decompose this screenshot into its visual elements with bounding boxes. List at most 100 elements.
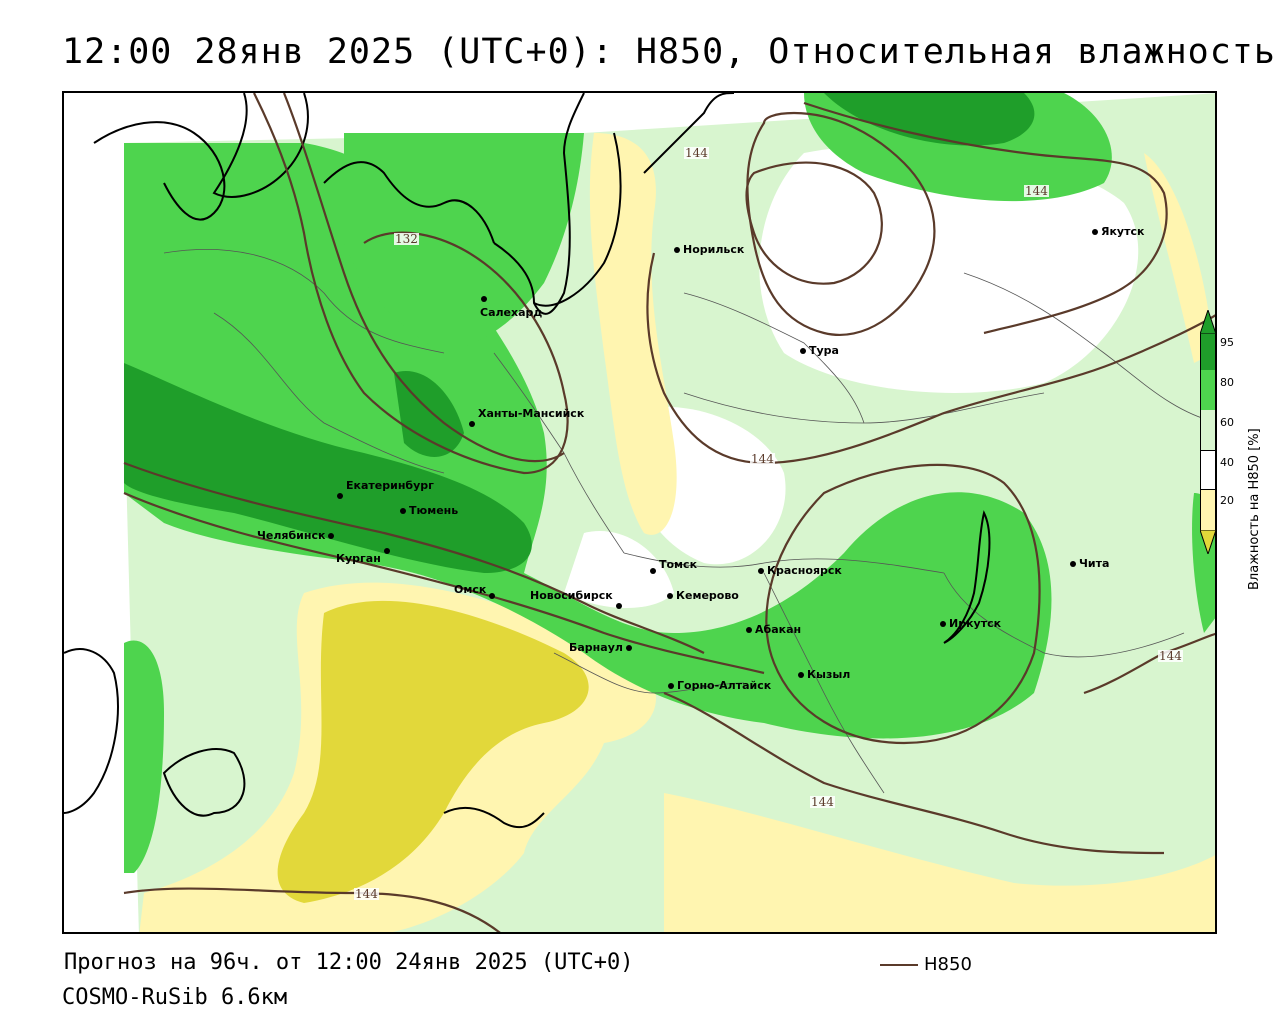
humidity-legend: 95 80 60 40 20 xyxy=(1200,310,1280,630)
city-marker: Салехард xyxy=(480,292,552,319)
city-marker: Кызыл xyxy=(798,668,850,681)
city-label: Чита xyxy=(1079,557,1110,570)
city-dot xyxy=(400,507,406,514)
model-name: COSMO-RuSib 6.6км xyxy=(62,985,288,1010)
city-marker: Норильск xyxy=(674,243,744,256)
contour-label: 144 xyxy=(354,887,379,901)
city-label: Красноярск xyxy=(767,564,842,577)
city-marker: Ханты-Мансийск xyxy=(469,407,584,430)
city-marker: Кемерово xyxy=(667,589,739,602)
legend-color-high xyxy=(1200,370,1216,410)
legend-tick: 40 xyxy=(1220,456,1234,469)
contour-label: 132 xyxy=(394,232,419,246)
city-label: Норильск xyxy=(683,243,745,256)
city-label: Тура xyxy=(809,344,839,357)
legend-color-low xyxy=(1200,490,1216,530)
city-dot xyxy=(469,420,475,427)
city-label: Барнаул xyxy=(569,641,623,654)
city-dot xyxy=(758,567,764,574)
city-dot xyxy=(800,347,806,354)
city-dot xyxy=(674,246,680,253)
humidity-very-high-area xyxy=(124,363,532,573)
city-dot xyxy=(489,592,496,599)
city-label: Абакан xyxy=(755,623,802,636)
humidity-white-area xyxy=(759,145,1139,393)
legend-top-arrow xyxy=(1200,310,1216,334)
contour-label: 144 xyxy=(750,452,775,466)
city-label: Новосибирск xyxy=(530,589,613,602)
city-marker: Тура xyxy=(800,344,839,357)
city-marker: Екатеринбург xyxy=(337,479,434,502)
contour-line-swatch xyxy=(880,963,918,966)
h850-contours xyxy=(123,93,1215,932)
legend-tick: 20 xyxy=(1220,494,1234,507)
city-label: Ханты-Мансийск xyxy=(478,407,585,420)
city-label: Горно-Алтайск xyxy=(677,679,772,692)
humidity-low-area xyxy=(1144,153,1214,363)
city-dot xyxy=(383,547,390,554)
city-dot xyxy=(746,626,752,633)
city-label: Кызыл xyxy=(807,668,851,681)
humidity-high-area xyxy=(344,133,584,353)
legend-title: Влажность на H850 [%] xyxy=(1247,428,1262,590)
legend-tick: 60 xyxy=(1220,416,1234,429)
city-marker: Курган xyxy=(336,544,390,565)
city-label: Кемерово xyxy=(676,589,739,602)
city-marker: Чита xyxy=(1070,557,1109,570)
city-marker: Горно-Алтайск xyxy=(668,679,771,692)
contour-label: 144 xyxy=(684,146,709,160)
city-marker: Барнаул xyxy=(569,641,632,654)
city-dot xyxy=(650,567,656,574)
city-dot xyxy=(328,532,335,539)
city-label: Екатеринбург xyxy=(346,479,434,492)
legend-tick: 95 xyxy=(1220,336,1234,349)
legend-color-moderate xyxy=(1200,410,1216,450)
humidity-low-area xyxy=(589,133,677,535)
city-marker: Омск xyxy=(454,583,496,599)
city-marker: Тюмень xyxy=(400,504,458,517)
legend-tick: 80 xyxy=(1220,376,1234,389)
contour-label: 144 xyxy=(1024,184,1049,198)
city-label: Курган xyxy=(336,552,381,565)
city-label: Томск xyxy=(659,558,698,571)
city-marker: Иркутск xyxy=(940,617,1001,630)
contour-label: 144 xyxy=(810,795,835,809)
city-dot xyxy=(481,295,487,302)
contour-line-label: H850 xyxy=(924,954,972,975)
city-label: Омск xyxy=(454,583,487,596)
contour-line-legend: H850 xyxy=(880,954,972,975)
city-dot xyxy=(337,492,343,499)
city-label: Якутск xyxy=(1101,225,1145,238)
city-label: Иркутск xyxy=(949,617,1002,630)
city-dot xyxy=(615,602,622,609)
city-label: Тюмень xyxy=(409,504,459,517)
forecast-info: Прогноз на 96ч. от 12:00 24янв 2025 (UTC… xyxy=(64,950,634,975)
city-dot xyxy=(625,644,632,651)
city-dot xyxy=(1092,228,1098,235)
city-dot xyxy=(940,620,946,627)
humidity-very-low-area xyxy=(277,600,589,903)
city-dot xyxy=(798,671,804,678)
legend-color-very-high xyxy=(1200,334,1216,370)
humidity-white-area xyxy=(564,531,674,608)
city-marker: Красноярск xyxy=(758,564,842,577)
city-dot xyxy=(667,592,673,599)
humidity-high-area xyxy=(124,640,164,873)
city-dot xyxy=(668,682,674,689)
city-marker: Челябинск xyxy=(257,529,335,542)
humidity-very-high-area xyxy=(824,93,1035,146)
city-label: Салехард xyxy=(480,306,543,319)
map-title: 12:00 28янв 2025 (UTC+0): H850, Относите… xyxy=(62,32,1276,72)
humidity-high-area xyxy=(124,143,1052,739)
city-marker: Томск xyxy=(650,558,698,574)
legend-bottom-arrow xyxy=(1200,530,1216,554)
map-canvas xyxy=(64,93,1215,932)
city-marker: Абакан xyxy=(746,623,801,636)
legend-color-medium xyxy=(1200,450,1216,490)
city-label: Челябинск xyxy=(257,529,326,542)
humidity-low-area xyxy=(664,793,1215,932)
city-marker: Якутск xyxy=(1092,225,1144,238)
coastline xyxy=(64,93,991,829)
map-area: 132 144 144 144 144 144 144 Норильск Яку… xyxy=(62,91,1217,934)
city-marker: Новосибирск xyxy=(530,589,622,609)
